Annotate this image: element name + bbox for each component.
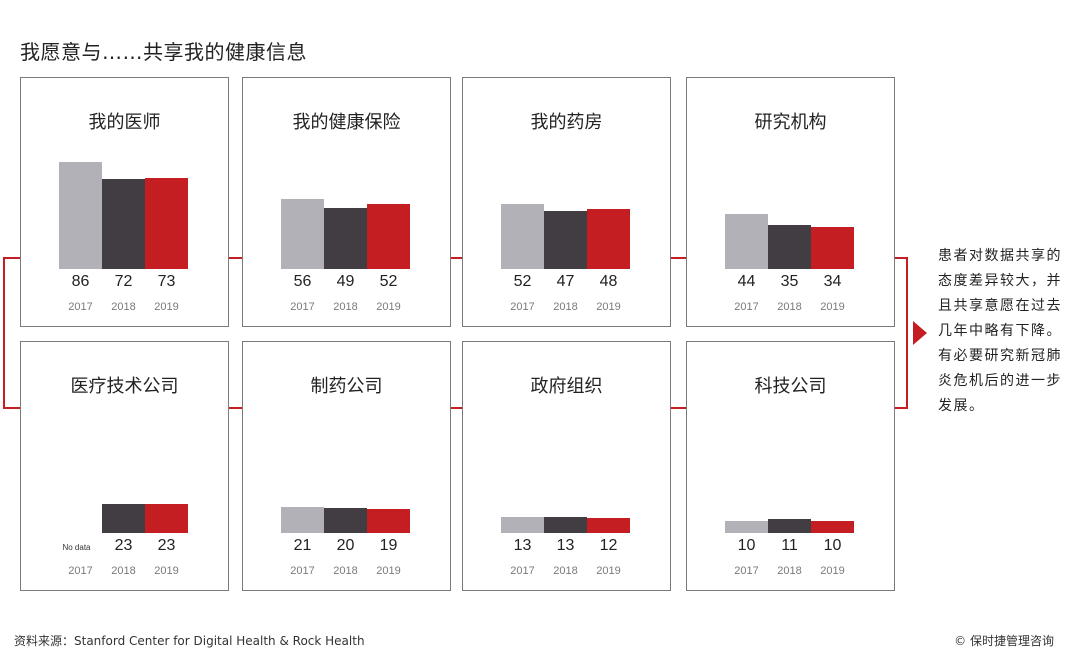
bar-2019	[367, 204, 410, 269]
chart-panel: 研究机构 44 2017 35 2018 34 2019	[686, 77, 895, 327]
summary-note: 患者对数据共享的态度差异较大，并且共享意愿在过去几年中略有下降。有必要研究新冠肺…	[938, 248, 1062, 414]
tick-label: 2018	[111, 565, 136, 577]
bar-2018	[768, 519, 811, 533]
chart-panel: 我的健康保险 56 2017 49 2018 52 2019	[242, 77, 451, 327]
panel-title: 我的医师	[88, 112, 161, 133]
tick-label: 2017	[734, 565, 759, 577]
chart-panel: 我的药房 52 2017 47 2018 48 2019	[462, 77, 671, 327]
chart-panel: 制药公司 21 2017 20 2018 19 2019	[242, 341, 451, 591]
copyright-note: © 保时捷管理咨询	[954, 634, 1054, 648]
tick-label: 2017	[68, 301, 93, 313]
data-label: 12	[599, 537, 618, 554]
chart-panel: 科技公司 10 2017 11 2018 10 2019	[686, 341, 895, 591]
chart-title: 我愿意与……共享我的健康信息	[20, 40, 307, 64]
data-label: 10	[823, 537, 842, 554]
data-label: 48	[599, 273, 618, 290]
bar-2019	[587, 209, 630, 269]
tick-label: 2018	[333, 301, 358, 313]
bar-2019	[587, 518, 630, 533]
tick-label: 2019	[376, 565, 401, 577]
bar-2019	[811, 521, 854, 533]
data-label: 19	[379, 537, 398, 554]
bar-2018	[102, 179, 145, 269]
data-label: 47	[556, 273, 575, 290]
data-label: 20	[336, 537, 355, 554]
tick-label: 2017	[734, 301, 759, 313]
tick-label: 2018	[777, 301, 802, 313]
data-label: 86	[71, 273, 90, 290]
right-bracket-line	[894, 257, 908, 409]
bar-2019	[145, 178, 188, 269]
tick-label: 2019	[820, 301, 845, 313]
chart-panel: 医疗技术公司 No data 2017 23 2018 23 2019	[20, 341, 229, 591]
source-note: 资料来源：Stanford Center for Digital Health …	[14, 634, 365, 648]
data-label: 49	[336, 273, 355, 290]
bar-2019	[811, 227, 854, 269]
bar-2017	[501, 517, 544, 533]
data-label: 23	[114, 537, 133, 554]
data-label: 44	[737, 273, 756, 290]
tick-label: 2018	[777, 565, 802, 577]
chart-panel: 我的医师 86 2017 72 2018 73 2019	[20, 77, 229, 327]
bar-2017	[501, 204, 544, 269]
data-label: 21	[293, 537, 312, 554]
data-label: 11	[781, 537, 798, 554]
tick-label: 2017	[68, 565, 93, 577]
tick-label: 2018	[111, 301, 136, 313]
tick-label: 2017	[290, 565, 315, 577]
panel-title: 研究机构	[754, 112, 827, 133]
left-bracket-line	[3, 257, 20, 409]
tick-label: 2019	[154, 565, 179, 577]
data-label: 72	[114, 273, 133, 290]
bar-2017	[281, 199, 324, 269]
tick-label: 2017	[290, 301, 315, 313]
tick-label: 2018	[553, 565, 578, 577]
bar-2017	[725, 214, 768, 269]
chart-panel: 政府组织 13 2017 13 2018 12 2019	[462, 341, 671, 591]
bar-2018	[324, 208, 367, 269]
panel-title: 我的健康保险	[292, 112, 401, 133]
bar-2019	[145, 504, 188, 533]
tick-label: 2019	[596, 565, 621, 577]
panel-title: 科技公司	[754, 376, 827, 397]
tick-label: 2019	[596, 301, 621, 313]
data-label: 34	[823, 273, 842, 290]
panel-title: 政府组织	[530, 376, 603, 397]
tick-label: 2019	[376, 301, 401, 313]
tick-label: 2017	[510, 565, 535, 577]
data-label: 52	[379, 273, 398, 290]
tick-label: 2018	[333, 565, 358, 577]
arrow-right-icon	[913, 321, 927, 345]
data-label: 73	[157, 273, 176, 290]
tick-label: 2017	[510, 301, 535, 313]
data-label: 35	[780, 273, 799, 290]
panel-title: 我的药房	[530, 112, 603, 133]
bar-2019	[367, 509, 410, 533]
bar-2018	[544, 517, 587, 533]
data-label: 13	[513, 537, 532, 554]
panel-title: 制药公司	[310, 376, 383, 397]
bar-2018	[768, 225, 811, 269]
no-data-label: No data	[62, 543, 91, 552]
data-label: 13	[556, 537, 575, 554]
panel-title: 医疗技术公司	[70, 376, 179, 397]
data-label: 56	[293, 273, 312, 290]
bar-2017	[281, 507, 324, 533]
data-label: 52	[513, 273, 532, 290]
bar-2018	[102, 504, 145, 533]
bar-2018	[324, 508, 367, 533]
tick-label: 2019	[154, 301, 179, 313]
tick-label: 2019	[820, 565, 845, 577]
bar-2018	[544, 211, 587, 269]
tick-label: 2018	[553, 301, 578, 313]
data-label: 10	[737, 537, 756, 554]
bar-2017	[725, 521, 768, 533]
data-label: 23	[157, 537, 176, 554]
bar-2017	[59, 162, 102, 269]
